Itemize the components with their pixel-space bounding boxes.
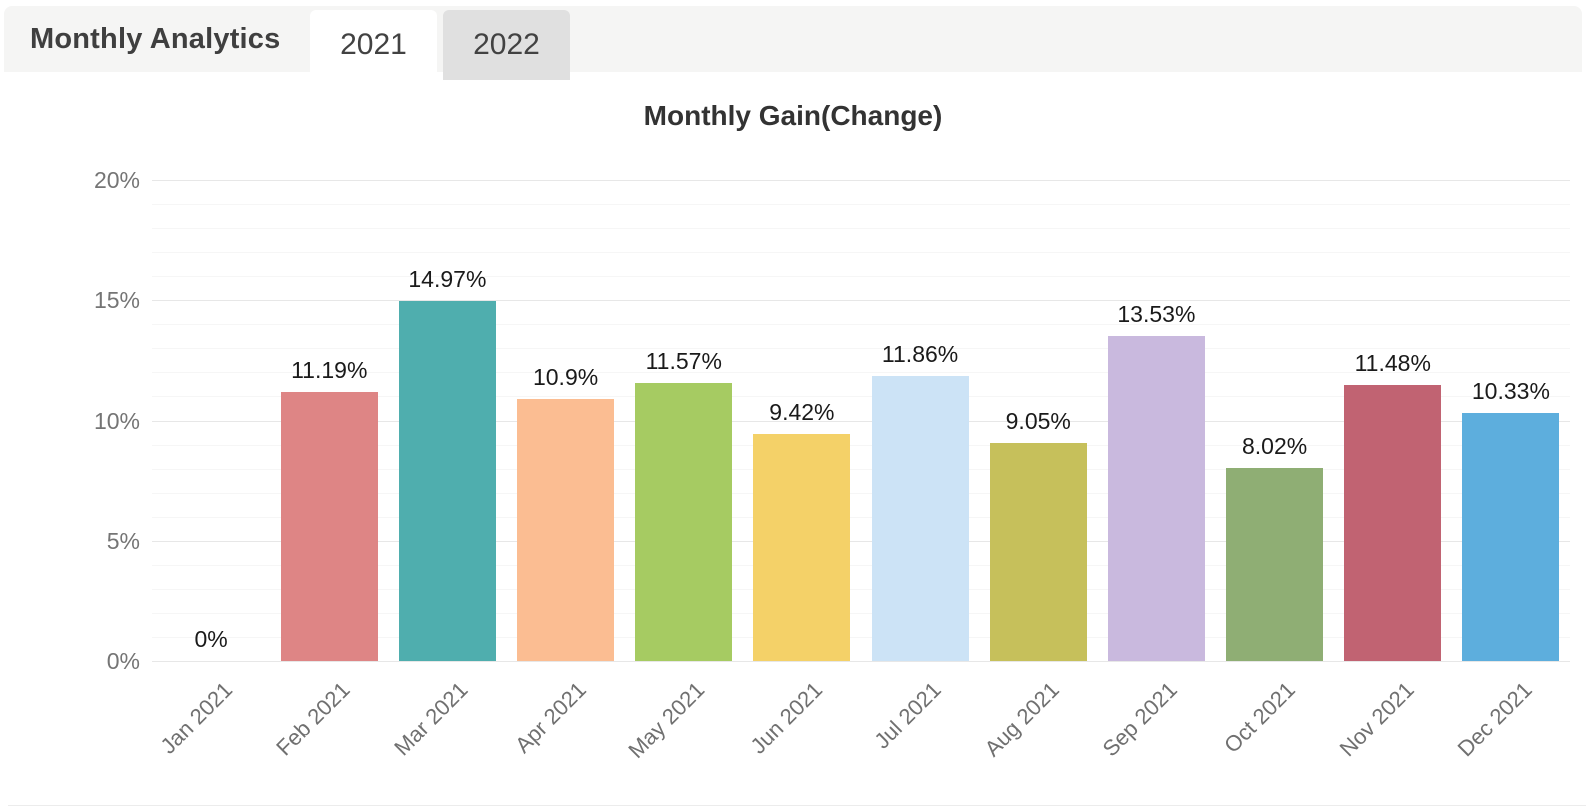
minor-gridline bbox=[152, 516, 1570, 518]
minor-gridline bbox=[152, 564, 1570, 566]
x-axis-label-may-2021: May 2021 bbox=[623, 677, 710, 764]
year-tabs: 2021 2022 bbox=[310, 10, 570, 80]
minor-gridline bbox=[152, 324, 1570, 326]
value-label-mar-2021: 14.97% bbox=[408, 265, 487, 292]
minor-gridline bbox=[152, 492, 1570, 494]
header-bar bbox=[4, 6, 1582, 72]
minor-gridline bbox=[152, 612, 1570, 614]
y-axis-label-20: 20% bbox=[93, 167, 140, 193]
x-axis-label-jun-2021: Jun 2021 bbox=[745, 677, 828, 759]
bar-nov-2021[interactable] bbox=[1344, 384, 1442, 661]
minor-gridline bbox=[152, 444, 1570, 446]
minor-gridline bbox=[152, 588, 1570, 590]
card-bottom-border bbox=[8, 805, 1586, 806]
page-title: Monthly Analytics bbox=[30, 22, 281, 55]
tab-2022[interactable]: 2022 bbox=[443, 10, 570, 80]
x-axis-label-apr-2021: Apr 2021 bbox=[510, 677, 592, 758]
bar-jun-2021[interactable] bbox=[753, 434, 851, 661]
bar-may-2021[interactable] bbox=[635, 382, 733, 661]
value-label-apr-2021: 10.9% bbox=[532, 363, 599, 390]
y-axis-label-15: 15% bbox=[93, 287, 140, 314]
major-gridline bbox=[152, 420, 1570, 422]
value-label-dec-2021: 10.33% bbox=[1471, 377, 1550, 404]
value-label-aug-2021: 9.05% bbox=[1005, 408, 1071, 435]
x-axis-label-jul-2021: Jul 2021 bbox=[869, 677, 946, 754]
minor-gridline bbox=[152, 276, 1570, 278]
value-label-feb-2021: 11.19% bbox=[291, 356, 368, 383]
major-gridline bbox=[152, 661, 1570, 662]
minor-gridline bbox=[152, 252, 1570, 254]
tab-2021[interactable]: 2021 bbox=[310, 10, 437, 80]
x-axis-label-dec-2021: Dec 2021 bbox=[1452, 677, 1537, 762]
bar-sep-2021[interactable] bbox=[1107, 335, 1205, 661]
major-gridline bbox=[152, 540, 1570, 542]
bar-feb-2021[interactable] bbox=[280, 391, 378, 661]
x-axis-label-aug-2021: Aug 2021 bbox=[979, 677, 1064, 762]
minor-gridline bbox=[152, 372, 1570, 374]
bar-mar-2021[interactable] bbox=[398, 300, 496, 661]
value-label-jul-2021: 11.86% bbox=[881, 340, 959, 367]
minor-gridline bbox=[152, 348, 1570, 350]
y-axis-label-0: 0% bbox=[106, 648, 140, 674]
bar-oct-2021[interactable] bbox=[1226, 468, 1324, 661]
minor-gridline bbox=[152, 636, 1570, 638]
minor-gridline bbox=[152, 204, 1570, 206]
x-axis-label-feb-2021: Feb 2021 bbox=[271, 677, 355, 761]
minor-gridline bbox=[152, 468, 1570, 470]
chart-title: Monthly Gain(Change) bbox=[643, 100, 943, 131]
major-gridline bbox=[152, 180, 1570, 181]
value-label-jun-2021: 9.42% bbox=[769, 399, 835, 426]
value-label-jan-2021: 0% bbox=[194, 626, 228, 652]
x-axis-label-nov-2021: Nov 2021 bbox=[1334, 677, 1419, 762]
value-label-oct-2021: 8.02% bbox=[1241, 433, 1308, 460]
y-axis-label-5: 5% bbox=[106, 527, 140, 554]
bar-apr-2021[interactable] bbox=[517, 398, 615, 661]
major-gridline bbox=[152, 300, 1570, 302]
value-label-nov-2021: 11.48% bbox=[1354, 349, 1431, 376]
x-axis-label-sep-2021: Sep 2021 bbox=[1097, 677, 1183, 762]
minor-gridline bbox=[152, 396, 1570, 398]
minor-gridline bbox=[152, 228, 1570, 230]
bar-aug-2021[interactable] bbox=[989, 443, 1087, 661]
value-label-sep-2021: 13.53% bbox=[1117, 300, 1196, 327]
x-axis-label-jan-2021: Jan 2021 bbox=[155, 677, 237, 759]
bar-jul-2021[interactable] bbox=[871, 375, 969, 661]
y-axis-label-10: 10% bbox=[93, 407, 140, 434]
x-axis-label-oct-2021: Oct 2021 bbox=[1219, 677, 1301, 758]
value-label-may-2021: 11.57% bbox=[645, 347, 722, 374]
bar-dec-2021[interactable] bbox=[1462, 412, 1560, 661]
x-axis-label-mar-2021: Mar 2021 bbox=[389, 677, 474, 761]
